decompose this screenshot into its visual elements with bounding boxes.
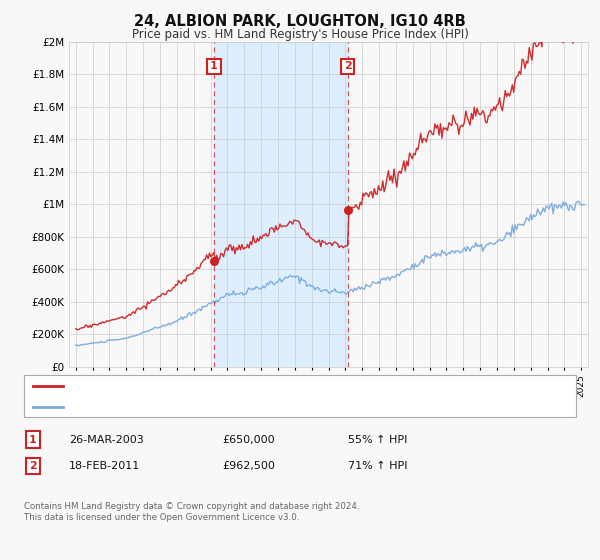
Text: 1: 1 [210,62,218,71]
Text: HPI: Average price, detached house, Epping Forest: HPI: Average price, detached house, Eppi… [69,402,333,412]
Bar [214,42,347,367]
Text: This data is licensed under the Open Government Licence v3.0.: This data is licensed under the Open Gov… [24,513,299,522]
Text: £650,000: £650,000 [222,435,275,445]
Text: Contains HM Land Registry data © Crown copyright and database right 2024.: Contains HM Land Registry data © Crown c… [24,502,359,511]
Point [209,256,219,266]
Text: 71% ↑ HPI: 71% ↑ HPI [348,461,407,471]
Text: 24, ALBION PARK, LOUGHTON, IG10 4RB (detached house): 24, ALBION PARK, LOUGHTON, IG10 4RB (det… [69,381,373,391]
Text: Price paid vs. HM Land Registry's House Price Index (HPI): Price paid vs. HM Land Registry's House … [131,28,469,41]
Text: 2: 2 [344,62,352,71]
Point [343,206,352,215]
Text: £962,500: £962,500 [222,461,275,471]
Text: 2: 2 [29,461,37,471]
Text: 26-MAR-2003: 26-MAR-2003 [69,435,144,445]
Text: 55% ↑ HPI: 55% ↑ HPI [348,435,407,445]
Text: 18-FEB-2011: 18-FEB-2011 [69,461,140,471]
Text: 1: 1 [29,435,37,445]
Text: 24, ALBION PARK, LOUGHTON, IG10 4RB: 24, ALBION PARK, LOUGHTON, IG10 4RB [134,14,466,29]
